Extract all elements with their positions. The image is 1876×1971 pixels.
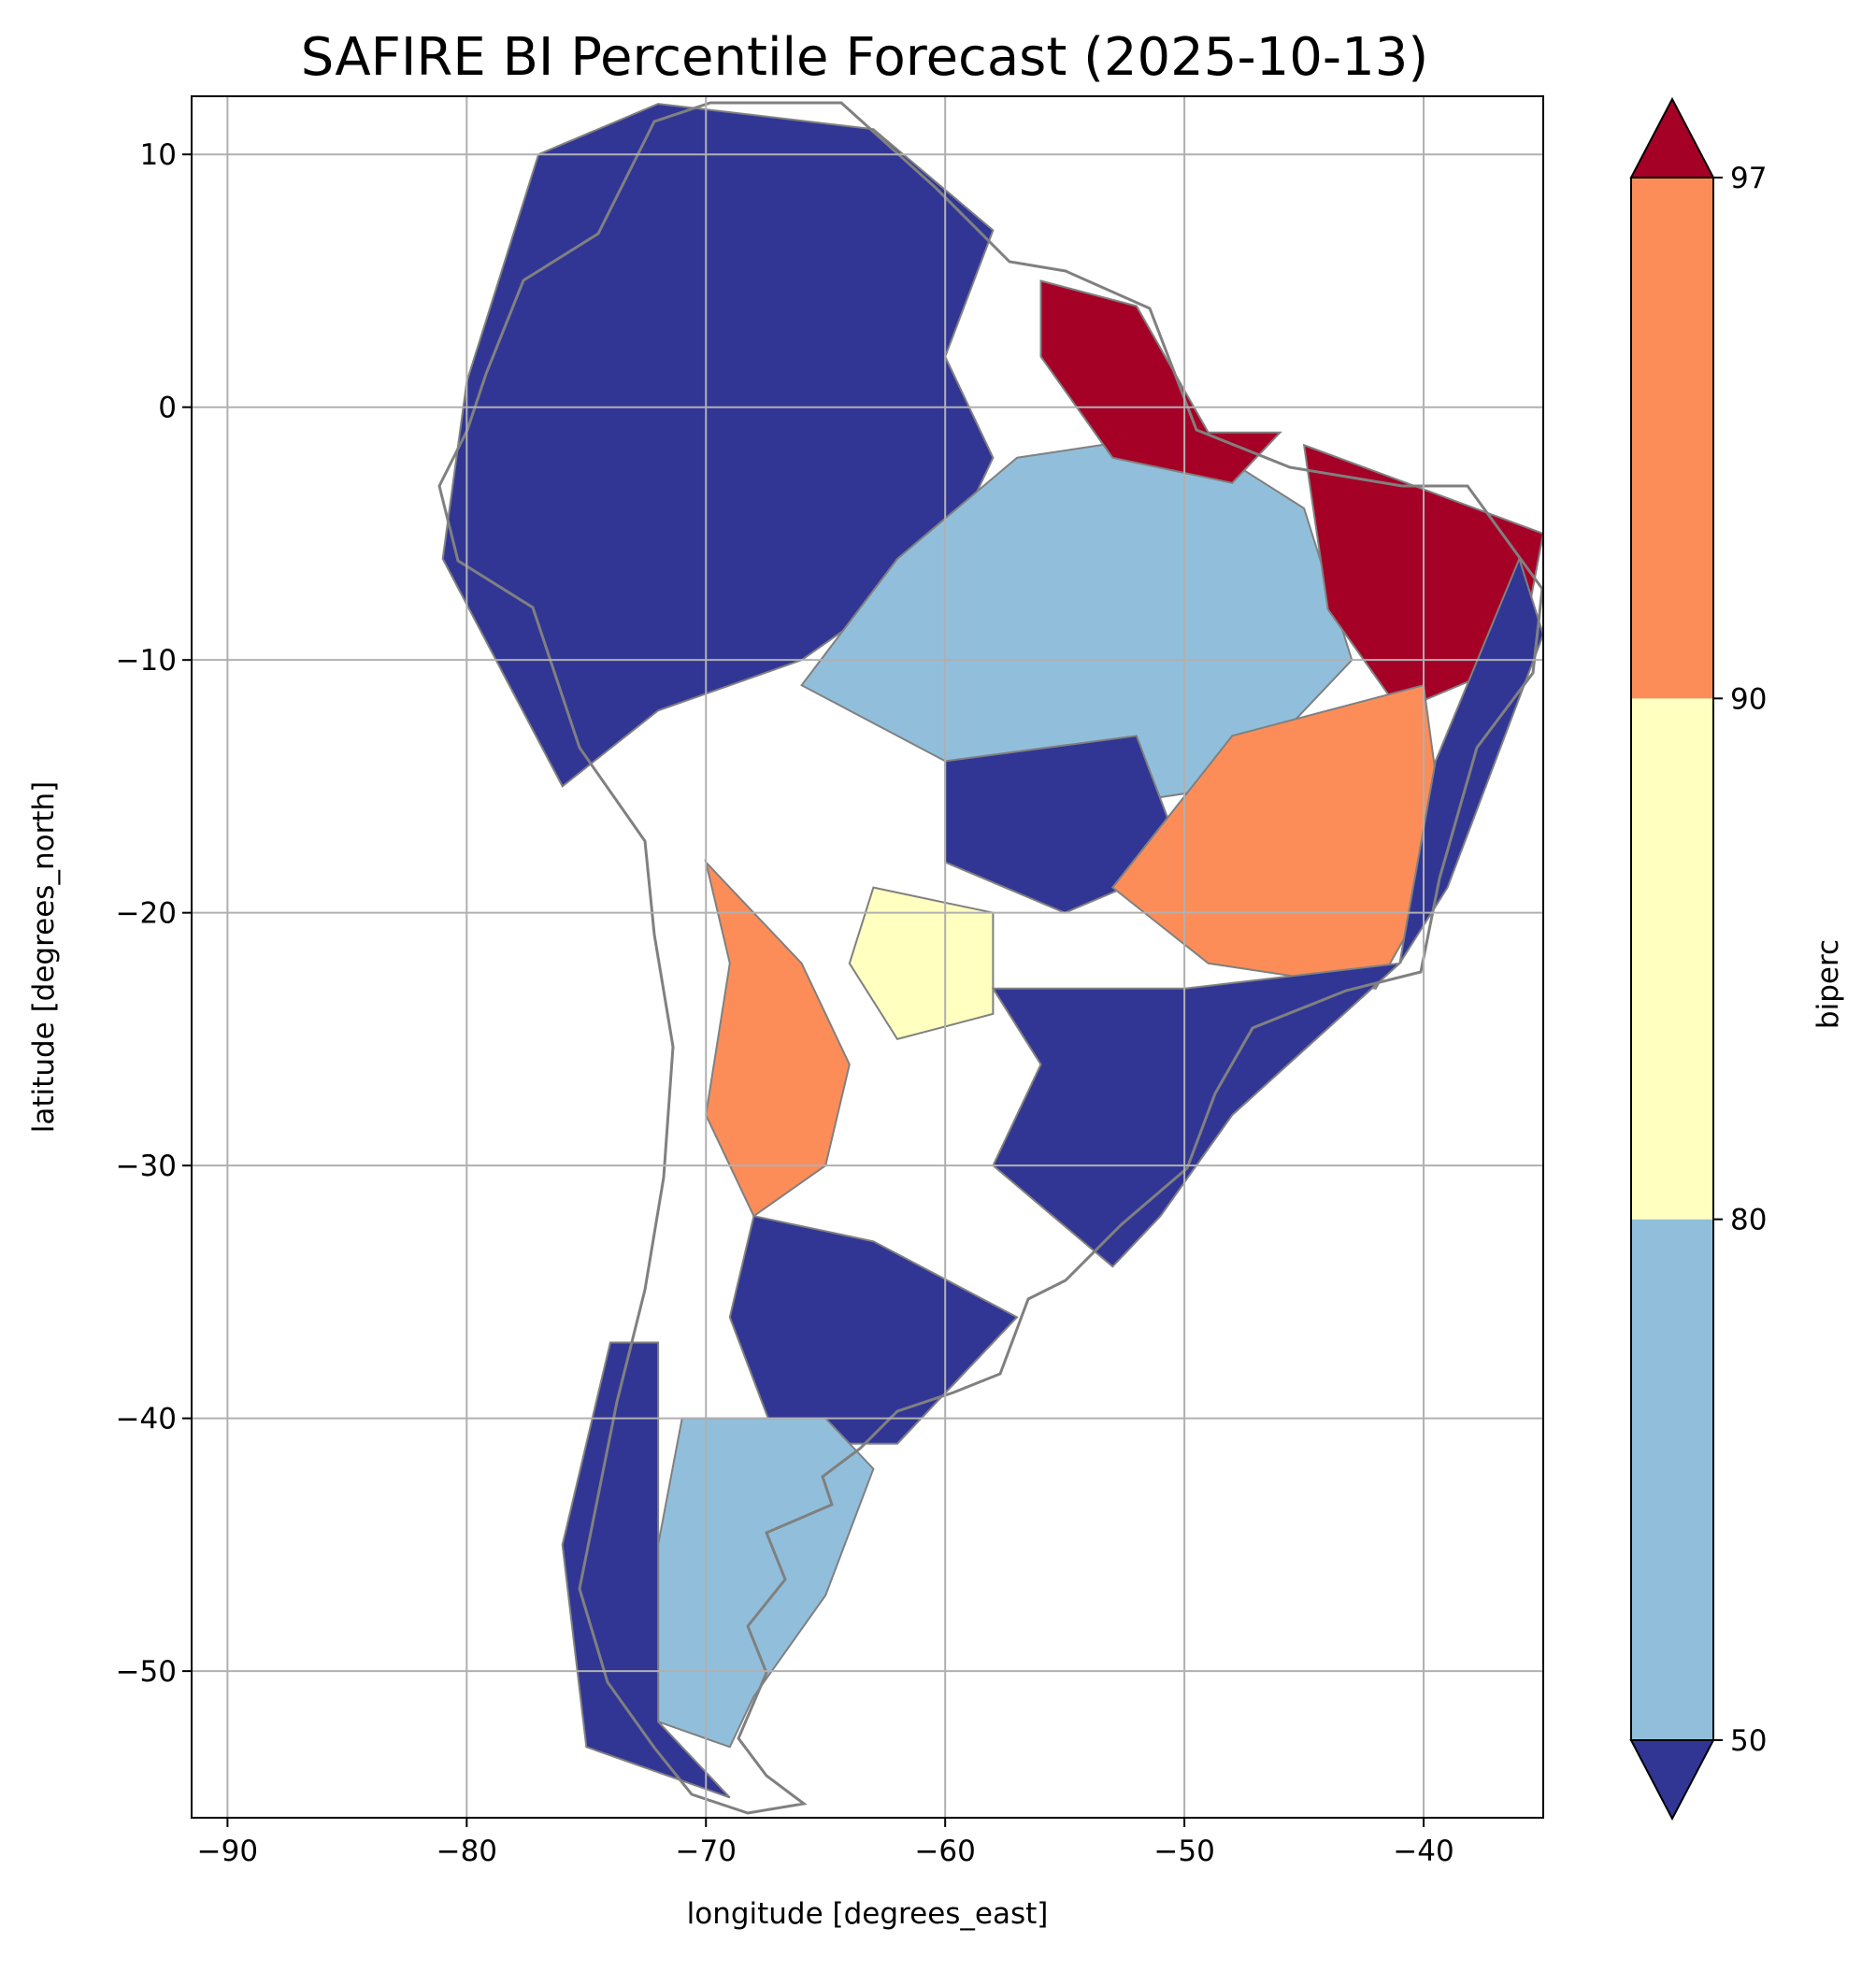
x-axis-label: longitude [degrees_east] (687, 1897, 1049, 1931)
x-tick-label: −50 (1153, 1835, 1214, 1868)
region-andes-argentina (704, 859, 851, 1218)
region-layer (441, 103, 1543, 1799)
region-southeast-south-brazil (991, 962, 1403, 1268)
region-chile-patagonia (561, 1341, 731, 1799)
y-tick-label: −20 (116, 897, 177, 931)
colorbar-extend-max (1629, 96, 1715, 179)
figure-title: SAFIRE BI Percentile Forecast (2025-10-1… (301, 27, 1428, 88)
colorbar-tick-label: 97 (1730, 162, 1767, 195)
region-gran-chaco (848, 886, 995, 1041)
plot-frame (191, 95, 1544, 1819)
colorbar-label: biperc (1812, 939, 1845, 1029)
y-axis-label: latitude [degrees_north] (27, 781, 61, 1133)
x-tick-label: −80 (437, 1835, 497, 1868)
colorbar: 50 80 90 97 (1629, 96, 1767, 1821)
x-axis-ticks: −90 −80 −70 −60 −50 −40 (197, 1818, 1454, 1868)
region-amapa-para-north (1039, 279, 1282, 484)
x-tick-label: −60 (914, 1835, 975, 1868)
y-tick-label: −40 (116, 1403, 177, 1436)
y-tick-label: −10 (116, 644, 177, 678)
x-tick-label: −40 (1393, 1835, 1454, 1868)
colorbar-extend-min (1629, 1739, 1715, 1821)
y-axis-ticks: 10 0 −10 −20 −30 −40 −50 (116, 138, 192, 1689)
y-tick-label: −30 (116, 1150, 177, 1183)
x-tick-label: −70 (676, 1835, 737, 1868)
y-tick-label: 10 (140, 138, 177, 172)
y-tick-label: 0 (158, 392, 177, 425)
continent-outline (437, 101, 1543, 1815)
colorbar-segment (1631, 698, 1713, 1220)
region-pampas-argentina (728, 1215, 1019, 1445)
colorbar-segment (1631, 1219, 1713, 1740)
coastline-outline (437, 101, 1543, 1815)
region-patagonia (657, 1417, 875, 1749)
colorbar-tick-label: 50 (1730, 1724, 1767, 1758)
y-tick-label: −50 (116, 1655, 177, 1689)
x-tick-label: −90 (197, 1835, 258, 1868)
colorbar-tick-label: 90 (1730, 682, 1767, 716)
colorbar-tick-label: 80 (1730, 1204, 1767, 1237)
colorbar-frame (1630, 177, 1714, 1741)
colorbar-segment (1631, 178, 1713, 699)
gridlines (192, 96, 1543, 1818)
